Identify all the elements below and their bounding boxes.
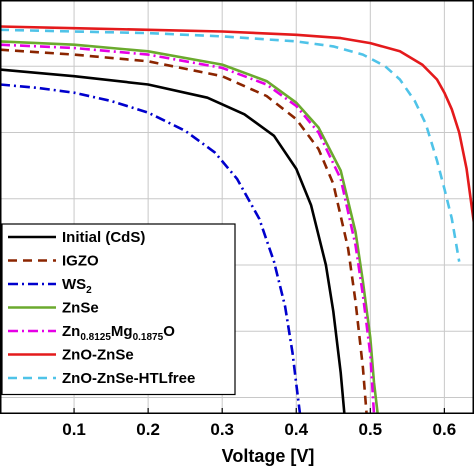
x-tick-label-5: 0.6 bbox=[433, 420, 457, 439]
x-tick-label-2: 0.3 bbox=[210, 420, 234, 439]
series-line-5 bbox=[0, 25, 474, 224]
legend-label-5: ZnO-ZnSe bbox=[62, 347, 134, 364]
legend-label-3: ZnSe bbox=[62, 300, 99, 317]
legend-box bbox=[1, 223, 236, 396]
x-ticks: 0.1 0.2 0.3 0.4 0.5 0.6 bbox=[62, 408, 456, 439]
series-line-3 bbox=[0, 40, 379, 414]
legend: Initial (CdS) IGZO WS2 ZnSe Zn0.8125Mg0.1875… bbox=[1, 223, 236, 396]
legend-label-0: Initial (CdS) bbox=[62, 229, 145, 246]
x-tick-label-0: 0.1 bbox=[62, 420, 86, 439]
x-tick-label-3: 0.4 bbox=[284, 420, 308, 439]
series-line-6 bbox=[0, 28, 461, 262]
series-line-4 bbox=[0, 43, 376, 414]
plot-frame bbox=[0, 0, 474, 414]
series-line-1 bbox=[0, 48, 368, 414]
legend-label-1: IGZO bbox=[62, 253, 99, 270]
series-line-2 bbox=[0, 83, 302, 414]
legend-label-6: ZnO-ZnSe-HTLfree bbox=[62, 370, 195, 387]
x-tick-label-1: 0.2 bbox=[136, 420, 160, 439]
series-line-0 bbox=[0, 68, 346, 414]
x-tick-label-4: 0.5 bbox=[358, 420, 382, 439]
x-axis-title: Voltage [V] bbox=[222, 446, 315, 466]
legend-label-2: WS2 bbox=[62, 276, 92, 296]
series-lines bbox=[0, 25, 474, 414]
legend-label-4: Zn0.8125Mg0.1875O bbox=[62, 323, 175, 343]
